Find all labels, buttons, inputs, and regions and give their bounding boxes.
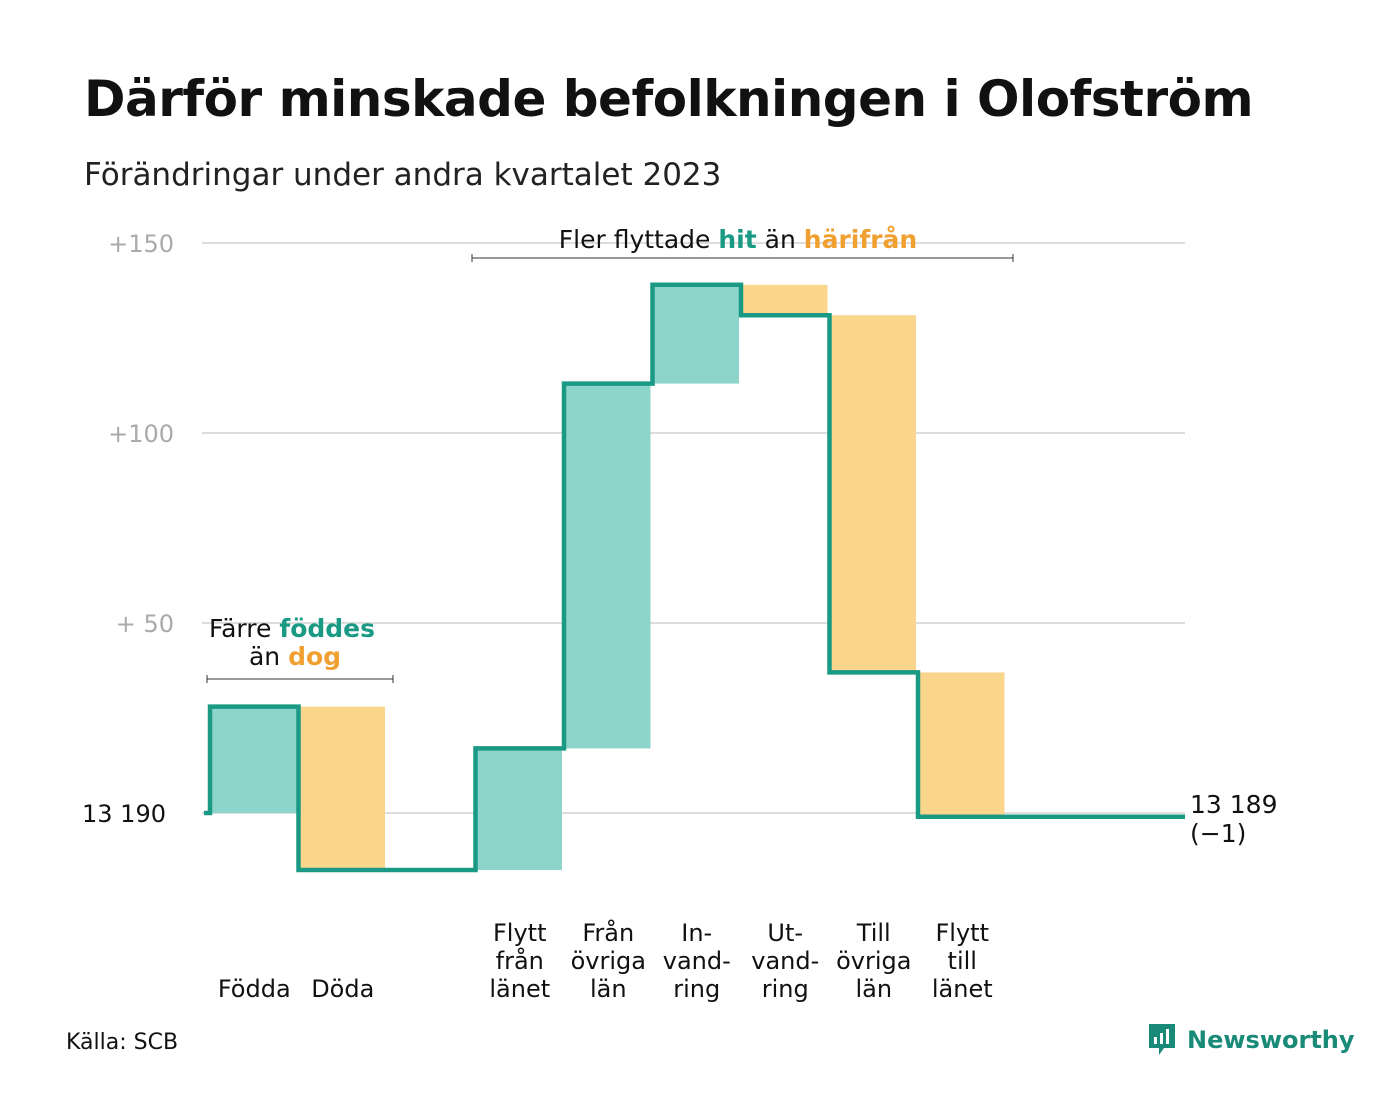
annotation-teal-word: hit — [718, 225, 756, 254]
annotation-births-deaths: Färre föddes än dog — [206, 614, 394, 683]
end-value-label: 13 189 — [1190, 790, 1277, 819]
increase-bar — [212, 706, 297, 813]
y-tick-labels: + 50 +100 +150 — [108, 230, 174, 638]
category-label: länet — [489, 975, 550, 1003]
increase-bar — [654, 284, 739, 384]
decrease-bar — [920, 672, 1005, 817]
cumulative-step-line — [204, 282, 1185, 873]
annotation-migration: Fler flyttade hit än härifrån — [471, 225, 1014, 262]
decrease-bar — [300, 706, 385, 870]
brand-logo: Newsworthy — [1147, 1022, 1355, 1058]
category-label: från — [496, 946, 544, 975]
y-tick-label: + 50 — [116, 610, 174, 638]
annotation-mid: än — [249, 642, 280, 671]
decrease-bar — [743, 284, 828, 316]
svg-text:än dog: än dog — [249, 642, 341, 671]
newsworthy-logo-icon — [1149, 1024, 1175, 1055]
category-label: till — [948, 947, 977, 975]
category-label: ring — [673, 975, 720, 1003]
start-value-label: 13 190 — [82, 800, 166, 828]
category-label: Flytt — [493, 919, 547, 947]
svg-text:Färre föddes: Färre föddes — [209, 614, 375, 643]
category-label: vand- — [751, 947, 819, 975]
category-label: vand- — [663, 947, 731, 975]
chart-subtitle: Förändringar under andra kvartalet 2023 — [84, 157, 722, 193]
category-labels: Födda DödaFlyttfrånlänetFrånövrigalänIn-v… — [218, 918, 993, 1003]
annotation-prefix: Färre — [209, 614, 271, 643]
category-label: ring — [762, 975, 809, 1003]
category-label: Till — [856, 919, 891, 947]
annotation-prefix: Fler flyttade — [559, 225, 711, 254]
category-label: övriga — [571, 947, 646, 975]
svg-text:Fler flyttade hit: Fler flyttade hit än härifrån — [559, 225, 917, 254]
category-label: Flytt — [936, 919, 990, 947]
y-tick-label: +100 — [108, 420, 174, 448]
y-tick-label: +150 — [108, 230, 174, 258]
annotation-teal-word: föddes — [279, 614, 375, 643]
step-line — [204, 282, 1185, 873]
category-label: övriga — [836, 947, 911, 975]
category-label: län — [855, 975, 892, 1003]
increase-bar — [477, 748, 562, 870]
category-label: Döda — [311, 975, 374, 1003]
decrease-bar — [831, 315, 916, 673]
annotation-orange-word: härifrån — [804, 225, 917, 254]
category-label: In- — [681, 919, 712, 947]
bars — [212, 284, 1005, 870]
annotation-mid: än — [765, 225, 796, 254]
annotation-orange-word: dog — [288, 642, 341, 671]
category-label: Från — [582, 918, 634, 947]
source-note: Källa: SCB — [66, 1030, 179, 1055]
increase-bar — [566, 383, 651, 749]
category-label: länet — [932, 975, 993, 1003]
chart-title: Därför minskade befolkningen i Olofström — [84, 70, 1254, 128]
end-change-label: (−1) — [1190, 819, 1246, 848]
category-label: Födda — [218, 975, 291, 1003]
brand-name: Newsworthy — [1187, 1026, 1355, 1054]
category-label: län — [590, 975, 627, 1003]
category-label: Ut- — [767, 919, 803, 947]
